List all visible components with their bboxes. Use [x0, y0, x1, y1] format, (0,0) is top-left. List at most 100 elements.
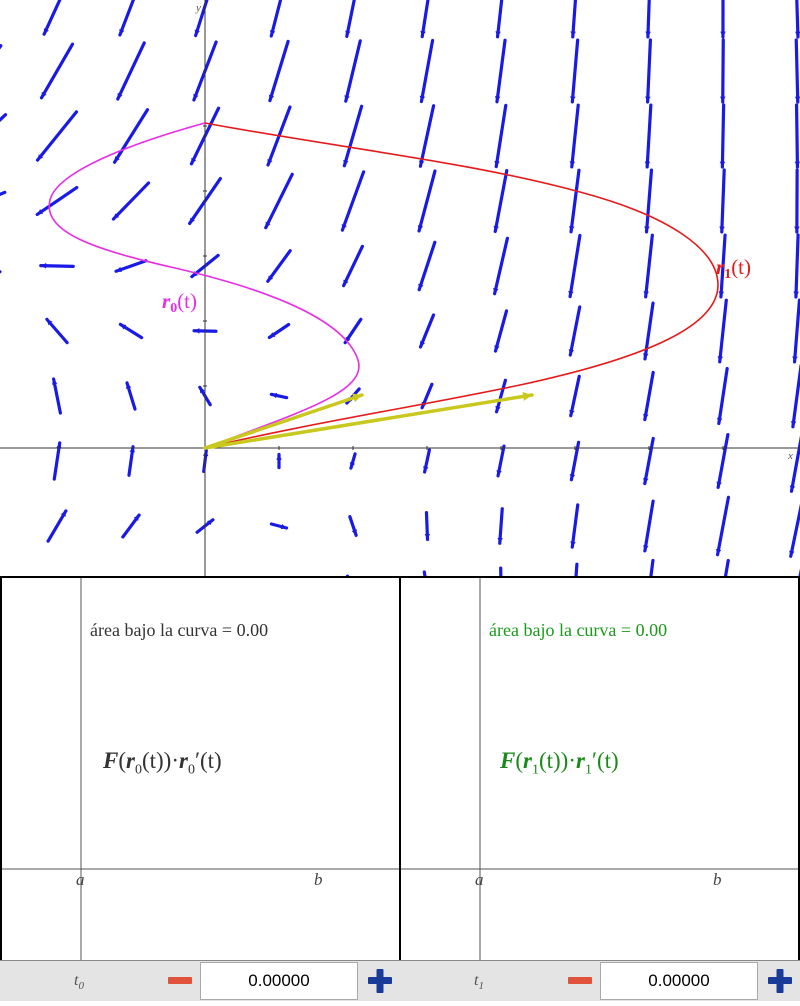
integrand-panel-r0[interactable]: área bajo la curva = 0.00 F(r0(t))·r0′(t…: [0, 576, 400, 960]
field-arrow: [0, 192, 5, 210]
tick-a-label: a: [475, 870, 484, 890]
field-arrow: [269, 41, 288, 100]
field-arrow: [420, 315, 434, 347]
t1-value-input[interactable]: [600, 962, 758, 1000]
vector-field-plot[interactable]: x y r0(t) r1(t): [0, 0, 800, 576]
integrand-formula: F(r1(t))·r1′(t): [500, 748, 619, 779]
field-arrow: [423, 450, 429, 472]
field-arrow: [795, 0, 800, 37]
area-under-curve-label: área bajo la curva = 0.00: [489, 620, 667, 641]
t1-decrement-button[interactable]: [560, 961, 600, 1001]
field-arrow: [44, 0, 70, 34]
field-arrow: [270, 0, 287, 36]
field-arrow: [113, 183, 148, 219]
field-arrow: [571, 564, 577, 576]
field-arrow: [493, 238, 507, 293]
field-arrow: [643, 372, 653, 419]
field-arrow: [570, 40, 578, 102]
field-arrow: [494, 105, 505, 166]
field-arrow: [643, 501, 653, 551]
field-arrow: [350, 517, 357, 536]
integrand-panel-r1[interactable]: área bajo la curva = 0.00 F(r1(t))·r1′(t…: [400, 576, 800, 960]
field-arrow: [495, 0, 504, 37]
field-arrow: [569, 376, 579, 415]
plus-icon: [360, 961, 400, 1001]
field-arrow: [719, 170, 724, 232]
field-arrow: [0, 115, 5, 158]
field-arrow: [792, 300, 799, 362]
tangent-vectors: [205, 392, 532, 448]
field-arrow: [343, 246, 362, 285]
x-axis-label: x: [787, 450, 793, 462]
field-arrow: [570, 105, 579, 167]
field-arrow: [794, 170, 799, 232]
t0-decrement-button[interactable]: [160, 961, 200, 1001]
area-under-curve-label: área bajo la curva = 0.00: [90, 620, 268, 641]
curve-r1-label: r1(t): [716, 255, 751, 282]
field-arrow: [789, 496, 800, 557]
field-arrow: [720, 105, 725, 167]
field-arrow: [793, 235, 798, 297]
field-arrow: [720, 0, 725, 37]
field-arrow: [123, 515, 139, 537]
field-arrow: [716, 560, 728, 576]
field-arrow: [344, 41, 360, 101]
tick-b-label: b: [314, 870, 323, 890]
field-arrow: [498, 568, 503, 576]
field-arrow: [717, 369, 727, 424]
field-arrow: [350, 454, 355, 468]
field-arrow: [568, 235, 580, 296]
field-arrow: [268, 251, 290, 282]
y-axis-label: y: [195, 2, 201, 14]
field-arrow: [345, 0, 359, 36]
field-arrow: [497, 509, 502, 544]
field-arrow: [425, 513, 430, 540]
tick-b-label: b: [713, 870, 722, 890]
field-arrow: [0, 46, 1, 97]
field-arrow: [720, 40, 725, 102]
t0-increment-button[interactable]: [360, 961, 400, 1001]
field-arrow: [266, 174, 293, 227]
field-arrow: [48, 511, 66, 541]
integrand-formula: F(r0(t))·r0′(t): [103, 748, 222, 779]
field-arrow: [269, 325, 288, 338]
vector-field-arrows: [0, 0, 800, 576]
field-arrow: [795, 40, 800, 102]
tangent-r1-arrow: [205, 392, 532, 448]
field-arrow: [494, 171, 507, 232]
field-arrow: [418, 242, 435, 289]
field-arrow: [343, 106, 361, 166]
field-arrow: [496, 446, 504, 476]
field-arrow: [718, 300, 727, 362]
curve-r0[interactable]: [49, 123, 359, 448]
field-arrow: [129, 447, 135, 475]
field-arrow: [645, 40, 650, 102]
t1-increment-button[interactable]: [760, 961, 800, 1001]
t0-value-input[interactable]: [200, 962, 358, 1000]
field-arrow: [644, 235, 653, 297]
field-arrow: [41, 263, 73, 268]
field-arrow: [570, 505, 577, 547]
field-arrow: [494, 311, 506, 351]
field-arrow: [420, 41, 433, 102]
field-arrow: [645, 0, 650, 37]
field-arrow: [495, 380, 505, 412]
field-arrow: [47, 319, 67, 342]
field-arrow: [569, 307, 580, 355]
curve-r0-label: r0(t): [162, 289, 197, 316]
field-arrow: [342, 172, 364, 230]
axis-ticks: [203, 126, 723, 450]
field-arrow: [38, 112, 77, 160]
field-arrow: [52, 379, 60, 413]
field-arrow: [420, 0, 431, 37]
field-arrow: [643, 560, 653, 576]
curve-r1[interactable]: [205, 123, 718, 448]
minus-icon: [160, 961, 200, 1001]
field-arrow: [116, 261, 146, 272]
field-arrow: [495, 40, 505, 101]
field-arrow: [419, 106, 434, 167]
field-arrow: [418, 171, 435, 231]
field-arrow: [789, 561, 800, 576]
field-arrow: [716, 497, 729, 554]
field-arrow: [570, 0, 577, 37]
